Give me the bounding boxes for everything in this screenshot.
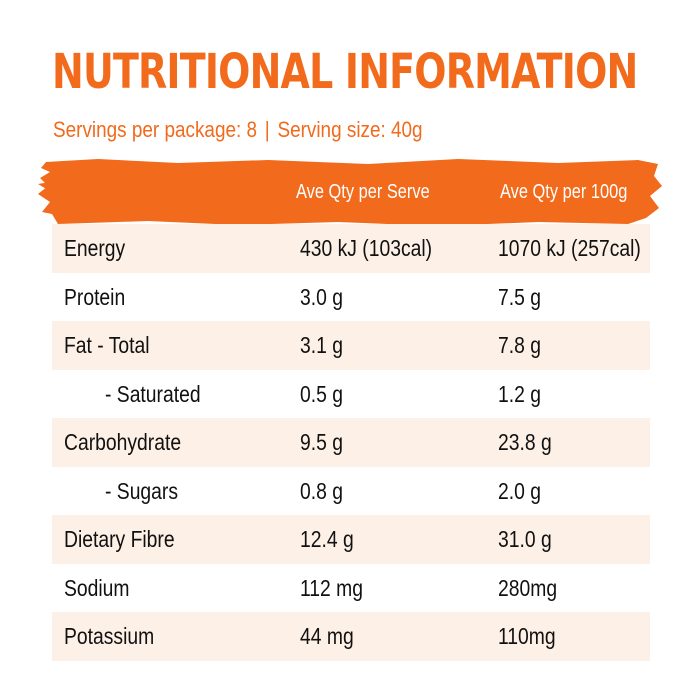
row-value-per-serve: 430 kJ (103cal) <box>300 235 433 261</box>
row-label: - Sugars <box>105 477 179 504</box>
row-label: Carbohydrate <box>64 429 182 455</box>
brush-stroke-background <box>38 159 662 226</box>
row-label: Protein <box>64 283 126 310</box>
row-value-per-100g: 7.5 g <box>498 283 541 310</box>
row-value-per-100g: 280mg <box>498 574 558 601</box>
row-value-per-100g: 31.0 g <box>498 526 552 552</box>
column-header-per-100g: Ave Qty per 100g <box>500 181 628 203</box>
row-value-per-100g: 23.8 g <box>498 429 552 455</box>
row-value-per-serve: 44 mg <box>300 623 354 649</box>
row-value-per-100g: 110mg <box>498 623 556 649</box>
column-header-per-serve: Ave Qty per Serve <box>296 181 430 203</box>
row-value-per-serve: 112 mg <box>300 574 364 601</box>
row-label: Dietary Fibre <box>64 526 175 552</box>
table-row: Protein 3.0 g 7.5 g <box>52 273 650 322</box>
table-row: Potassium 44 mg 110mg <box>52 612 650 661</box>
row-value-per-serve: 9.5 g <box>300 429 343 455</box>
serving-info: Servings per package: 8 | Serving size: 40… <box>53 112 423 148</box>
table-row: Carbohydrate 9.5 g 23.8 g <box>52 418 650 467</box>
row-value-per-serve: 12.4 g <box>300 526 354 552</box>
table-row: Fat - Total 3.1 g 7.8 g <box>52 321 650 370</box>
row-label: Fat - Total <box>64 332 150 358</box>
row-value-per-serve: 3.0 g <box>300 283 343 310</box>
row-value-per-100g: 1070 kJ (257cal) <box>498 235 641 261</box>
row-value-per-100g: 2.0 g <box>498 477 541 504</box>
row-value-per-100g: 1.2 g <box>498 380 541 407</box>
row-label: Energy <box>64 235 126 261</box>
page-title: NUTRITIONAL INFORMATION <box>52 44 638 100</box>
table-row: Sodium 112 mg 280mg <box>52 564 650 613</box>
table-row: Energy 430 kJ (103cal) 1070 kJ (257cal) <box>52 224 650 273</box>
row-label: Potassium <box>64 623 155 649</box>
row-value-per-serve: 3.1 g <box>300 332 343 358</box>
nutrition-table: Energy 430 kJ (103cal) 1070 kJ (257cal) … <box>52 224 650 661</box>
table-row: - Sugars 0.8 g 2.0 g <box>52 467 650 516</box>
row-label: - Saturated <box>105 380 201 407</box>
servings-per-package: Servings per package: 8 <box>53 117 258 142</box>
table-row: - Saturated 0.5 g 1.2 g <box>52 370 650 419</box>
table-header-band <box>38 156 664 228</box>
table-row: Dietary Fibre 12.4 g 31.0 g <box>52 515 650 564</box>
row-value-per-serve: 0.8 g <box>300 477 343 504</box>
row-value-per-serve: 0.5 g <box>300 380 343 407</box>
serving-info-separator: | <box>264 117 270 142</box>
serving-size: Serving size: 40g <box>277 117 423 142</box>
row-value-per-100g: 7.8 g <box>498 332 541 358</box>
row-label: Sodium <box>64 574 130 601</box>
